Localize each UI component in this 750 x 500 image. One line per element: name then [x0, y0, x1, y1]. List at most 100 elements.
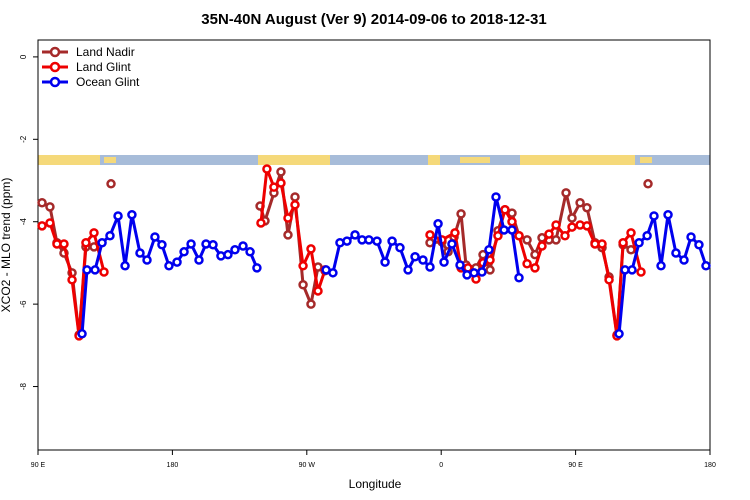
data-point: [694, 240, 704, 250]
data-point: [551, 220, 561, 230]
data-point: [90, 265, 100, 275]
legend-label: Ocean Glint: [76, 75, 140, 89]
data-point: [642, 230, 652, 241]
land-band: [104, 157, 116, 163]
data-point: [59, 239, 69, 249]
data-point: [194, 255, 204, 265]
y-tick-label: -4: [19, 218, 28, 226]
series-line: [41, 167, 643, 338]
land-band: [640, 157, 652, 163]
data-point: [575, 198, 585, 208]
x-tick-label: 90 E: [31, 462, 46, 469]
land-band: [428, 155, 440, 165]
data-point: [656, 261, 666, 271]
data-point: [364, 235, 374, 245]
y-axis-label: XCO2 - MLO trend (ppm): [0, 178, 13, 313]
data-point: [455, 260, 465, 270]
data-point: [252, 263, 262, 273]
x-tick-label: 0: [439, 462, 443, 469]
data-point: [567, 222, 577, 232]
data-point: [410, 251, 420, 262]
data-point: [469, 268, 479, 278]
map-strip: [38, 155, 710, 165]
data-point: [306, 244, 316, 254]
data-point: [418, 255, 428, 265]
data-point: [67, 275, 77, 285]
data-point: [582, 221, 592, 231]
data-point: [142, 255, 152, 265]
land-band: [38, 155, 100, 165]
data-point: [507, 225, 517, 235]
data-point: [614, 329, 624, 339]
data-point: [499, 225, 509, 235]
data-point: [290, 192, 300, 202]
ocean-band: [38, 155, 710, 165]
data-point: [150, 232, 160, 242]
data-point: [97, 237, 107, 248]
x-tick-label: 90 E: [568, 462, 583, 469]
data-point: [627, 265, 637, 275]
data-point: [45, 202, 55, 212]
x-tick-label: 180: [167, 462, 179, 469]
legend-marker: [49, 76, 61, 88]
data-point: [223, 249, 233, 260]
data-point: [537, 241, 547, 251]
data-point: [649, 211, 659, 221]
land-band: [258, 155, 330, 165]
data-point: [120, 261, 130, 271]
data-point: [522, 235, 532, 245]
data-point: [157, 240, 167, 250]
y-tick-label: 0: [19, 54, 28, 59]
plot-frame: [37, 39, 711, 451]
data-point: [135, 248, 145, 258]
data-point: [350, 230, 360, 240]
data-point: [127, 209, 137, 220]
data-point: [671, 248, 681, 258]
data-point: [560, 230, 570, 241]
data-point: [269, 182, 279, 192]
data-point: [425, 237, 435, 248]
data-point: [551, 235, 561, 245]
land-band: [460, 157, 490, 163]
land-band: [520, 155, 635, 165]
data-point: [567, 213, 577, 223]
x-tick-label: 180: [704, 462, 716, 469]
data-point: [164, 261, 174, 271]
data-point: [113, 211, 123, 221]
data-point: [544, 229, 554, 239]
data-point: [45, 218, 55, 228]
data-point: [328, 268, 338, 278]
data-point: [514, 273, 524, 283]
data-point: [522, 258, 532, 269]
data-point: [439, 257, 449, 267]
data-point: [105, 230, 115, 241]
data-point: [604, 275, 614, 285]
data-point: [395, 242, 405, 253]
data-point: [306, 299, 316, 309]
data-point: [485, 265, 495, 275]
data-point: [597, 239, 607, 249]
data-point: [530, 263, 540, 273]
data-point: [77, 329, 87, 339]
data-point: [618, 237, 628, 248]
data-point: [701, 261, 711, 271]
data-point: [561, 188, 571, 198]
chart-title: 35N-40N August (Ver 9) 2014-09-06 to 201…: [201, 11, 546, 28]
legend-label: Land Nadir: [76, 45, 135, 59]
data-point: [208, 240, 218, 250]
data-point: [636, 267, 646, 277]
data-point: [447, 239, 457, 249]
data-point: [450, 228, 460, 238]
data-point: [342, 236, 352, 246]
data-point: [89, 228, 99, 238]
data-point: [507, 216, 517, 227]
data-point: [230, 244, 240, 255]
data-point: [262, 164, 272, 174]
legend-label: Land Glint: [76, 60, 131, 74]
data-point: [582, 202, 592, 213]
y-tick-label: -8: [19, 382, 28, 390]
data-point: [238, 241, 248, 251]
data-point: [686, 232, 696, 242]
data-point: [82, 265, 92, 275]
